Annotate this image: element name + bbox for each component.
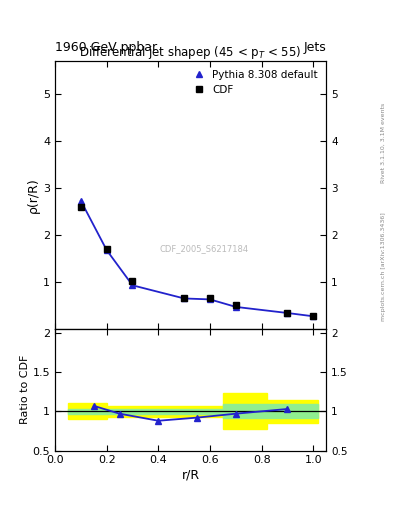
Pythia 8.308 default (182, 295, 187, 302)
Text: Rivet 3.1.10, 3.1M events: Rivet 3.1.10, 3.1M events (381, 103, 386, 183)
Bar (267, 399, 318, 423)
Text: 1960 GeV ppbar: 1960 GeV ppbar (55, 41, 157, 54)
Y-axis label: Ratio to CDF: Ratio to CDF (20, 355, 30, 424)
Text: mcplots.cern.ch [arXiv:1306.3436]: mcplots.cern.ch [arXiv:1306.3436] (381, 212, 386, 321)
Text: CDF_2005_S6217184: CDF_2005_S6217184 (160, 244, 249, 253)
Pythia 8.308 default (208, 296, 212, 303)
Bar (107, 409, 223, 414)
Pythia 8.308 default (285, 310, 290, 316)
Pythia 8.308 default (104, 247, 109, 253)
CDF (182, 295, 187, 302)
Bar (107, 406, 223, 417)
CDF (208, 295, 212, 302)
Pythia 8.308 default (311, 313, 316, 319)
Text: Jets: Jets (303, 41, 326, 54)
CDF (130, 278, 135, 284)
CDF (233, 303, 238, 309)
CDF (311, 313, 316, 319)
Bar (68, 409, 107, 414)
Bar (68, 403, 107, 419)
Y-axis label: ρ(r/R): ρ(r/R) (27, 177, 40, 213)
Pythia 8.308 default (130, 282, 135, 288)
Legend: Pythia 8.308 default, CDF: Pythia 8.308 default, CDF (186, 67, 321, 98)
Pythia 8.308 default (79, 198, 83, 204)
Title: Differential jet shapep (45 < p$_T$ < 55): Differential jet shapep (45 < p$_T$ < 55… (79, 44, 302, 61)
X-axis label: r/R: r/R (182, 468, 200, 481)
Line: Pythia 8.308 default: Pythia 8.308 default (77, 197, 317, 320)
Pythia 8.308 default (233, 304, 238, 310)
CDF (285, 309, 290, 315)
CDF (79, 204, 83, 210)
Bar (267, 404, 318, 418)
Line: CDF: CDF (77, 204, 317, 319)
Bar (223, 404, 267, 418)
Bar (223, 393, 267, 430)
CDF (104, 246, 109, 252)
